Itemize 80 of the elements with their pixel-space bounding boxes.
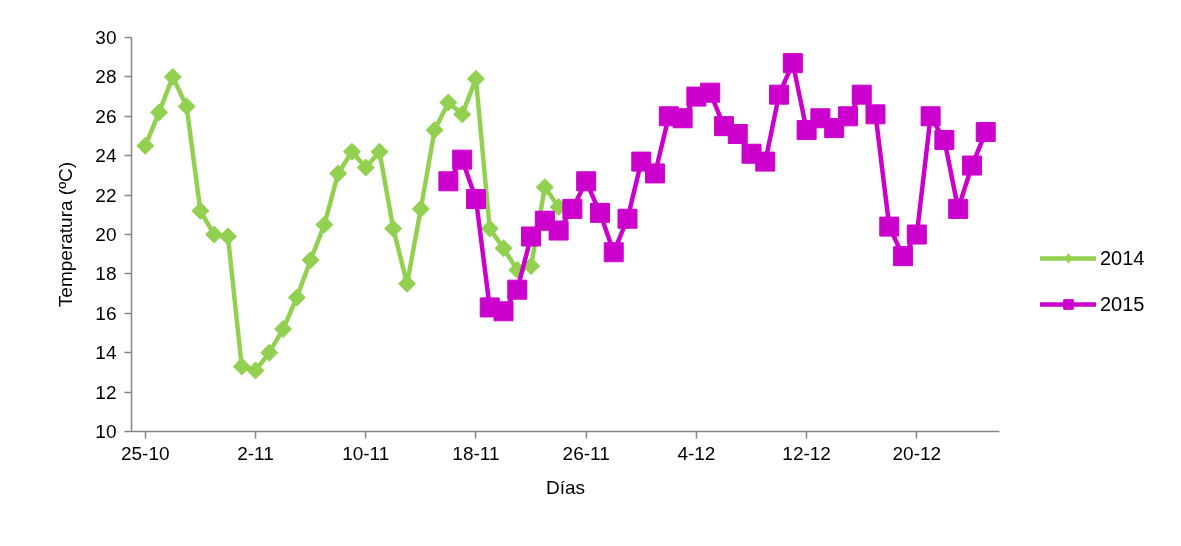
point (576, 171, 597, 192)
y-tick-label: 22 (95, 184, 117, 206)
point (466, 69, 485, 88)
point (218, 227, 237, 246)
y-tick-label: 10 (95, 421, 117, 442)
point (617, 208, 638, 229)
point (562, 198, 583, 219)
x-tick-label: 4-12 (677, 442, 716, 464)
point (246, 361, 265, 380)
point (589, 202, 610, 223)
point (755, 151, 776, 172)
point (452, 149, 473, 170)
point (494, 239, 513, 258)
point (934, 129, 955, 150)
point (274, 320, 293, 339)
point (893, 246, 914, 267)
point (975, 122, 996, 143)
x-tick-label: 12-12 (782, 442, 831, 464)
point (150, 103, 169, 122)
point (411, 199, 430, 218)
y-tick-label: 26 (95, 105, 117, 127)
point (727, 124, 748, 145)
y-tick-label: 30 (95, 27, 117, 48)
point (465, 189, 486, 210)
point (782, 53, 803, 74)
point (948, 198, 969, 219)
point (438, 171, 459, 192)
y-tick-label: 16 (95, 302, 117, 324)
x-tick-label: 20-12 (892, 442, 942, 464)
point (384, 219, 403, 238)
point (672, 108, 693, 129)
point (865, 104, 886, 125)
point (425, 121, 444, 140)
point (439, 93, 458, 112)
x-tick-label: 26-11 (562, 442, 610, 464)
point (493, 301, 514, 322)
y-axis-title: Temperatura (ºC) (55, 161, 77, 308)
y-tick-label: 24 (95, 145, 117, 167)
x-tick-label: 10-11 (342, 442, 390, 464)
point (370, 142, 389, 161)
y-tick-label: 18 (95, 263, 117, 285)
point (205, 225, 224, 244)
point (535, 178, 554, 197)
point (232, 357, 251, 376)
point (480, 219, 499, 238)
x-axis-title: Días (545, 476, 586, 498)
point (700, 82, 721, 103)
x-tick-label: 18-11 (452, 442, 500, 464)
point (548, 220, 569, 241)
point (906, 224, 927, 245)
point (329, 164, 348, 183)
point (177, 97, 196, 116)
legend-label: 2014 (1100, 246, 1145, 270)
point (920, 106, 941, 127)
x-tick-label: 2-11 (237, 442, 274, 464)
point (191, 201, 210, 220)
point (287, 288, 306, 307)
point (453, 105, 472, 124)
point (315, 215, 334, 234)
point (356, 158, 375, 177)
point (507, 279, 528, 300)
point (837, 106, 858, 127)
point (603, 242, 624, 263)
point (961, 155, 982, 176)
y-tick-label: 14 (95, 342, 117, 364)
point (769, 84, 790, 105)
legend-label: 2015 (1100, 292, 1145, 316)
point (521, 226, 542, 247)
y-tick-label: 20 (95, 224, 117, 245)
point (301, 251, 320, 270)
point (851, 84, 872, 105)
point (136, 136, 155, 155)
y-tick-label: 28 (95, 66, 117, 88)
y-tick-label: 12 (95, 381, 117, 403)
point (645, 163, 666, 184)
point (879, 216, 900, 237)
x-tick-label: 25-10 (120, 442, 170, 464)
point (342, 142, 361, 161)
point (163, 67, 182, 86)
point (260, 343, 279, 362)
